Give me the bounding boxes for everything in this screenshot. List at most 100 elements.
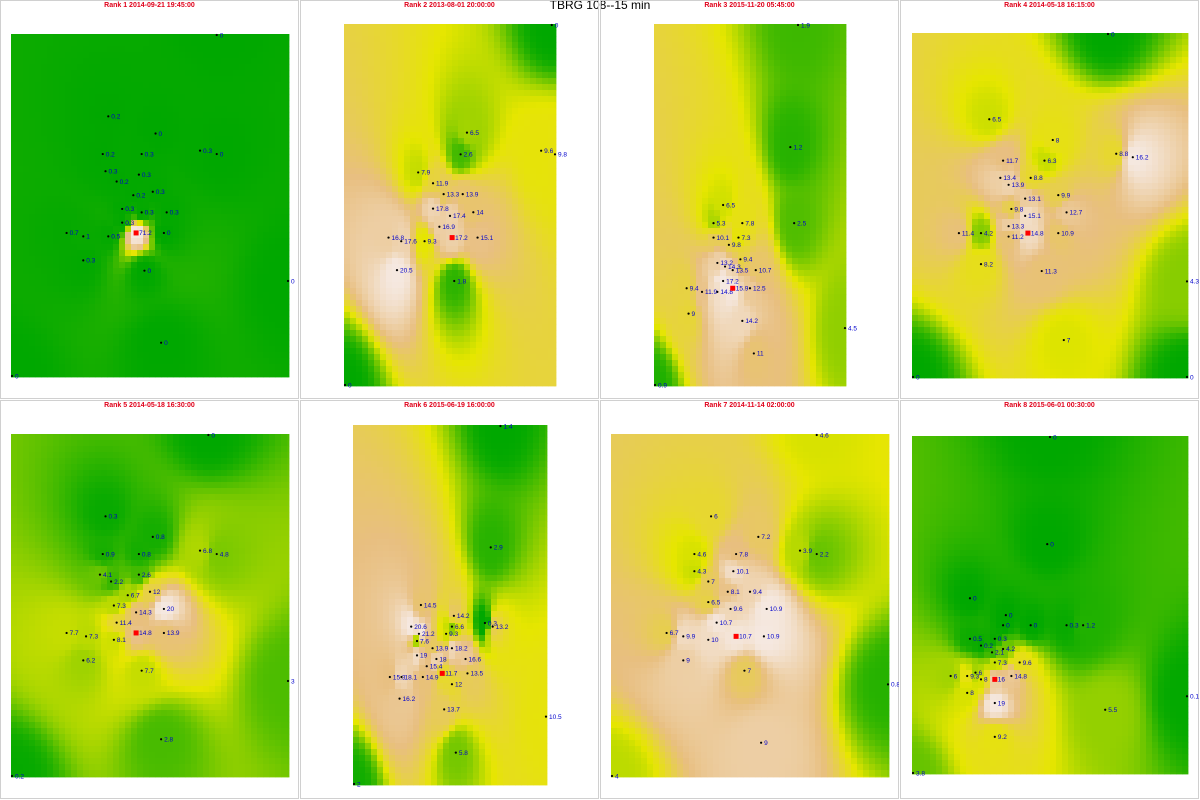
field-cell xyxy=(209,148,216,155)
field-cell xyxy=(458,150,465,157)
field-cell xyxy=(362,246,369,253)
field-cell xyxy=(17,316,24,323)
field-cell xyxy=(494,66,501,73)
field-cell xyxy=(482,96,489,103)
field-cell xyxy=(392,330,399,337)
field-cell xyxy=(83,214,90,221)
field-cell xyxy=(149,292,156,299)
field-cell xyxy=(554,90,557,97)
field-cell xyxy=(512,222,519,229)
field-cell xyxy=(257,130,264,137)
field-cell xyxy=(149,256,156,263)
field-cell xyxy=(35,232,42,239)
field-cell xyxy=(554,72,557,79)
field-cell xyxy=(203,46,210,53)
field-cell xyxy=(59,292,66,299)
field-cell xyxy=(344,318,351,325)
field-cell xyxy=(380,30,387,37)
field-cell xyxy=(47,280,54,287)
field-cell xyxy=(11,334,18,341)
field-cell xyxy=(53,376,60,378)
field-cell xyxy=(23,82,30,89)
field-cell xyxy=(506,96,513,103)
field-cell xyxy=(287,214,290,221)
field-cell xyxy=(446,384,453,387)
field-cell xyxy=(476,30,483,37)
field-cell xyxy=(233,178,240,185)
field-cell xyxy=(125,268,132,275)
field-cell xyxy=(143,358,150,365)
field-cell xyxy=(458,210,465,217)
field-cell xyxy=(374,150,381,157)
field-cell xyxy=(221,244,228,251)
field-cell xyxy=(275,70,282,77)
field-cell xyxy=(251,100,258,107)
field-cell xyxy=(143,286,150,293)
field-cell xyxy=(221,88,228,95)
field-cell xyxy=(155,118,162,125)
field-cell xyxy=(23,124,30,131)
field-cell xyxy=(209,160,216,167)
field-cell xyxy=(251,34,258,41)
field-cell xyxy=(101,346,108,353)
field-cell xyxy=(482,126,489,133)
field-cell xyxy=(107,268,114,275)
field-cell xyxy=(446,162,453,169)
field-cell xyxy=(209,268,216,275)
field-cell xyxy=(458,24,465,31)
field-cell xyxy=(83,178,90,185)
field-cell xyxy=(269,46,276,53)
field-cell xyxy=(29,232,36,239)
field-cell xyxy=(257,106,264,113)
field-cell xyxy=(398,120,405,127)
field-cell xyxy=(500,240,507,247)
field-cell xyxy=(452,336,459,343)
field-cell xyxy=(191,310,198,317)
station-marker xyxy=(143,269,146,272)
field-cell xyxy=(536,36,543,43)
field-cell xyxy=(482,384,489,387)
field-cell xyxy=(362,180,369,187)
field-cell xyxy=(47,52,54,59)
field-cell xyxy=(398,132,405,139)
field-cell xyxy=(101,118,108,125)
field-cell xyxy=(287,256,290,263)
field-cell xyxy=(344,204,351,211)
field-cell xyxy=(233,100,240,107)
field-cell xyxy=(119,202,126,209)
field-cell xyxy=(245,322,252,329)
field-cell xyxy=(275,280,282,287)
field-cell xyxy=(167,46,174,53)
field-cell xyxy=(524,240,531,247)
field-cell xyxy=(191,358,198,365)
field-cell xyxy=(227,94,234,101)
field-cell xyxy=(245,76,252,83)
field-cell xyxy=(11,268,18,275)
field-cell xyxy=(416,96,423,103)
field-cell xyxy=(155,334,162,341)
field-cell xyxy=(173,268,180,275)
field-cell xyxy=(215,208,222,215)
field-cell xyxy=(257,280,264,287)
field-cell xyxy=(29,154,36,161)
field-cell xyxy=(476,312,483,319)
field-cell xyxy=(71,124,78,131)
field-cell xyxy=(464,258,471,265)
field-cell xyxy=(500,324,507,331)
field-cell xyxy=(191,124,198,131)
field-cell xyxy=(209,70,216,77)
field-cell xyxy=(23,364,30,371)
field-cell xyxy=(374,336,381,343)
field-cell xyxy=(380,336,387,343)
field-cell xyxy=(281,46,288,53)
field-cell xyxy=(107,112,114,119)
field-cell xyxy=(89,34,96,41)
field-cell xyxy=(173,292,180,299)
field-cell xyxy=(392,192,399,199)
field-cell xyxy=(221,94,228,101)
field-cell xyxy=(530,150,537,157)
field-cell xyxy=(368,330,375,337)
field-cell xyxy=(137,364,144,371)
field-cell xyxy=(344,366,351,373)
field-cell xyxy=(137,46,144,53)
